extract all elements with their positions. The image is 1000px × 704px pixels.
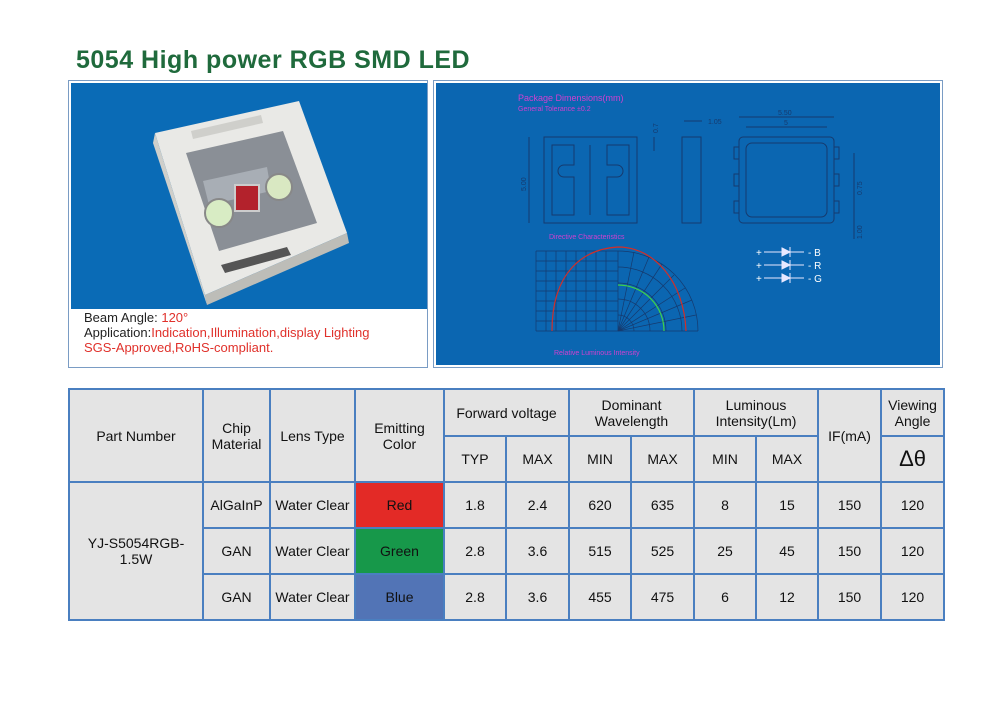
data-cell: 120 bbox=[880, 527, 946, 575]
data-cell: 15 bbox=[755, 481, 820, 529]
data-row: GAN Water Clear Green 2.8 3.6 515 525 25 45 150 12… bbox=[69, 527, 946, 575]
dimension-drawing: + + + - B - R - G Package Dimensions(mm) G… bbox=[436, 83, 940, 365]
beam-angle: 120° bbox=[161, 310, 189, 325]
data-cell: 3.6 bbox=[504, 573, 571, 621]
drawing-title: Package Dimensions(mm) bbox=[518, 93, 624, 103]
beam-angle-label: Beam Angle: bbox=[84, 310, 158, 325]
dim-label: 0.75 bbox=[857, 181, 864, 195]
data-cell: 45 bbox=[755, 527, 820, 575]
data-cell: GAN bbox=[202, 527, 271, 575]
header-cell: Part Number bbox=[68, 388, 204, 483]
data-cell: 150 bbox=[817, 527, 883, 575]
header-cell: Dominant Wavelength bbox=[568, 388, 696, 437]
page-title: 5054 High power RGB SMD LED bbox=[76, 46, 471, 74]
data-cell: 455 bbox=[568, 573, 633, 621]
product-caption: Beam Angle: 120° Application:Indication,… bbox=[84, 310, 369, 355]
header-cell: Forward voltage bbox=[442, 388, 571, 437]
dim-label: 1.00 bbox=[857, 225, 864, 239]
sub-header: MAX bbox=[755, 435, 820, 483]
svg-text:+: + bbox=[756, 274, 762, 285]
sub-header: MAX bbox=[630, 435, 696, 483]
header-cell: IF(mA) bbox=[817, 388, 883, 483]
pin-g: G bbox=[814, 274, 822, 285]
header-cell: Lens Type bbox=[269, 388, 356, 483]
data-cell: 150 bbox=[817, 481, 883, 529]
angle-symbol: Δθ bbox=[880, 435, 946, 483]
data-cell: AlGaInP bbox=[202, 481, 271, 529]
data-cell: 6 bbox=[693, 573, 758, 621]
pin-b: B bbox=[814, 248, 821, 259]
sub-header: TYP bbox=[443, 435, 507, 483]
data-cell: 8 bbox=[693, 481, 758, 529]
svg-text:+: + bbox=[756, 248, 762, 259]
svg-text:+: + bbox=[756, 261, 762, 272]
sub-header: MAX bbox=[504, 435, 571, 483]
dim-label: 0.7 bbox=[653, 123, 660, 133]
data-cell: 150 bbox=[817, 573, 883, 621]
header-cell: Emitting Color bbox=[354, 388, 445, 483]
data-cell: GAN bbox=[202, 573, 271, 621]
data-cell: 2.4 bbox=[504, 481, 571, 529]
dim-label: 5.50 bbox=[778, 110, 792, 117]
data-row: GAN Water Clear Blue 2.8 3.6 455 475 6 12 150 120 bbox=[69, 573, 946, 621]
sub-header: MIN bbox=[693, 435, 758, 483]
dim-label: 5 bbox=[784, 120, 788, 127]
pin-r: R bbox=[814, 261, 821, 272]
header-cell: Luminous Intensity(Lm) bbox=[693, 388, 820, 437]
data-cell: Water Clear bbox=[269, 527, 356, 575]
data-cell: 25 bbox=[693, 527, 758, 575]
product-panel: Beam Angle: 120° Application:Indication,… bbox=[68, 80, 428, 368]
application-label: Application: bbox=[84, 325, 152, 340]
directive-title: Directive Characteristics bbox=[549, 234, 625, 241]
pin-label: - R bbox=[808, 261, 821, 272]
product-photo bbox=[71, 83, 427, 309]
data-cell: 475 bbox=[630, 573, 696, 621]
dim-label: 1.05 bbox=[708, 119, 722, 126]
certifications: SGS-Approved,RoHS-compliant. bbox=[84, 340, 274, 355]
drawing-panel: + + + - B - R - G Package Dimensions(mm) G… bbox=[433, 80, 943, 368]
data-cell: 635 bbox=[630, 481, 696, 529]
data-cell: 620 bbox=[568, 481, 633, 529]
part-number: YJ-S5054RGB-1.5W bbox=[68, 481, 204, 621]
sub-header: MIN bbox=[568, 435, 633, 483]
spec-table: Part Number Chip Material Lens Type Emit… bbox=[68, 388, 946, 621]
data-cell: 525 bbox=[630, 527, 696, 575]
header-cell: Viewing Angle bbox=[880, 388, 946, 437]
data-cell: 120 bbox=[880, 573, 946, 621]
data-cell: 2.8 bbox=[443, 527, 507, 575]
data-cell: 1.8 bbox=[443, 481, 507, 529]
data-cell: 2.8 bbox=[443, 573, 507, 621]
color-cell: Green bbox=[354, 527, 445, 575]
dim-label: 5.00 bbox=[521, 177, 528, 191]
header-cell: Chip Material bbox=[202, 388, 271, 483]
intensity-caption: Relative Luminous Intensity bbox=[554, 350, 640, 357]
data-cell: 12 bbox=[755, 573, 820, 621]
application: Indication,Illumination,display Lighting bbox=[151, 325, 370, 340]
data-cell: Water Clear bbox=[269, 481, 356, 529]
pin-label: - B bbox=[808, 248, 821, 259]
data-row: YJ-S5054RGB-1.5W AlGaInP Water Clear Red 1.8… bbox=[68, 481, 946, 621]
color-cell: Red bbox=[354, 481, 445, 529]
data-cell: Water Clear bbox=[269, 573, 356, 621]
color-cell: Blue bbox=[354, 573, 445, 621]
data-cell: 515 bbox=[568, 527, 633, 575]
tolerance: General Tolerance ±0.2 bbox=[518, 106, 591, 113]
data-cell: 3.6 bbox=[504, 527, 571, 575]
data-cell: 120 bbox=[880, 481, 946, 529]
pin-label: - G bbox=[808, 274, 822, 285]
